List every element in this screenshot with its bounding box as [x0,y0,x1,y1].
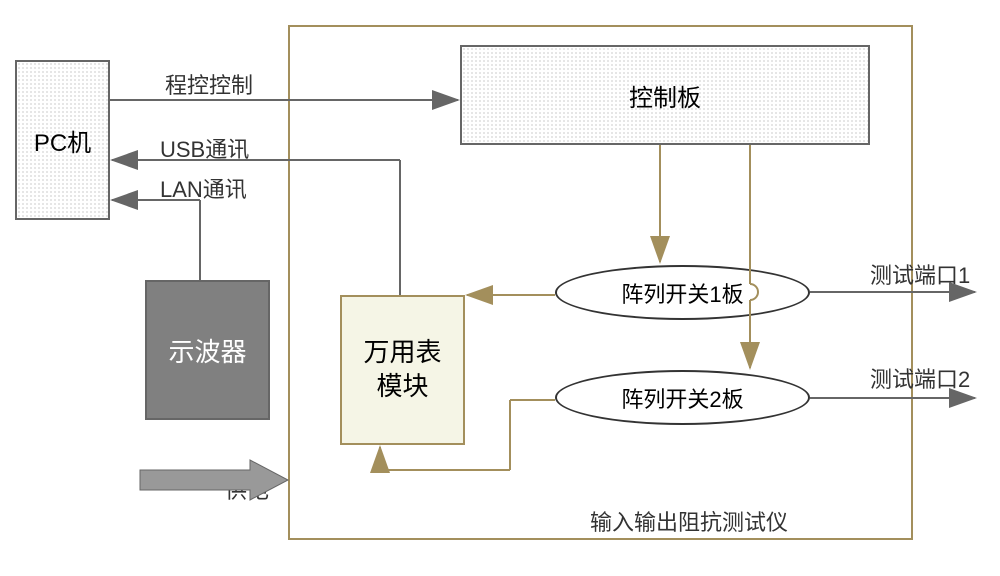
usb-label: USB通讯 [160,132,249,164]
switch1-label: 阵列开关1板 [621,277,743,309]
switch2-label: 阵列开关2板 [621,382,743,414]
port2-label: 测试端口2 [870,362,970,394]
pc-label: PC机 [34,123,91,158]
oscilloscope-label: 示波器 [168,332,246,369]
switch1-ellipse: 阵列开关1板 [555,265,810,320]
control-board-label: 控制板 [629,78,701,113]
multimeter-module-box: 万用表 模块 [340,295,465,445]
port1-label: 测试端口1 [870,258,970,290]
control-board-box: 控制板 [460,45,870,145]
pc-box: PC机 [15,60,110,220]
lan-label: LAN通讯 [160,172,247,204]
oscilloscope-box: 示波器 [145,280,270,420]
switch2-ellipse: 阵列开关2板 [555,370,810,425]
prog-ctrl-label: 程控控制 [165,68,253,100]
multimeter-module-label: 万用表 模块 [363,336,441,404]
tester-name-label: 输入输出阻抗测试仪 [590,505,788,537]
power-label: 供电 [225,473,269,505]
